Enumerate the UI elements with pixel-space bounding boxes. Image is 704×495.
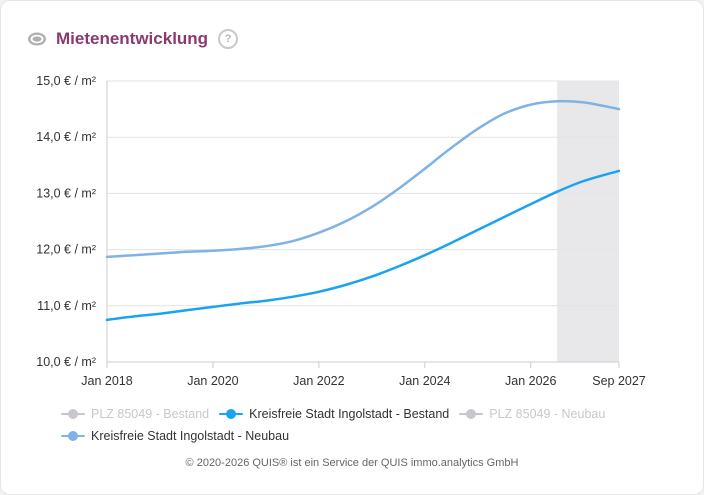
legend-item[interactable]: PLZ 85049 - Bestand (61, 407, 209, 421)
forecast-band (557, 81, 619, 362)
help-icon[interactable]: ? (218, 29, 239, 49)
series-line-kreisfreie-stadt-ingolstadt-bestand (105, 169, 621, 322)
legend-item[interactable]: Kreisfreie Stadt Ingolstadt - Neubau (61, 429, 289, 443)
y-tick-label: 13,0 € / m² (36, 186, 96, 200)
legend-label: PLZ 85049 - Bestand (91, 407, 210, 421)
x-tick-label: Sep 2027 (592, 374, 646, 388)
copyright-footer: © 2020-2026 QUIS® ist ein Service der QU… (185, 457, 519, 469)
legend-item[interactable]: PLZ 85049 - Neubau (459, 407, 605, 421)
coins-icon (28, 32, 46, 46)
legend-marker-icon (61, 430, 85, 442)
legend-marker-icon (219, 408, 244, 420)
legend-row: PLZ 85049 - Bestand Kreisfreie Stadt Ingo… (61, 403, 661, 425)
legend-item[interactable]: Kreisfreie Stadt Ingolstadt - Bestand (219, 407, 449, 421)
y-tick-label: 12,0 € / m² (36, 243, 96, 257)
x-tick-label: Jan 2026 (505, 374, 556, 388)
y-tick-label: 10,0 € / m² (36, 355, 96, 369)
x-tick-label: Jan 2018 (81, 374, 132, 388)
legend-row: Kreisfreie Stadt Ingolstadt - Neubau (61, 425, 661, 447)
legend-marker-icon (61, 408, 85, 420)
rent-line-chart: 10,0 € / m² 11,0 € / m² 12,0 € / m² 13,0 € … (36, 74, 646, 388)
legend-label: Kreisfreie Stadt Ingolstadt - Neubau (91, 429, 290, 443)
chart-legend: PLZ 85049 - Bestand Kreisfreie Stadt Ingo… (61, 403, 661, 447)
card-title: Mietenentwicklung (56, 29, 209, 48)
x-tick-label: Jan 2020 (187, 374, 238, 388)
x-tick-label: Jan 2022 (293, 374, 344, 388)
series-line-kreisfreie-stadt-ingolstadt-neubau (105, 99, 621, 259)
card-header: Mietenentwicklung ? (27, 26, 239, 52)
y-tick-label: 15,0 € / m² (36, 74, 96, 88)
x-tick-label: Jan 2024 (399, 374, 450, 388)
legend-label: Kreisfreie Stadt Ingolstadt - Bestand (249, 407, 450, 421)
y-tick-label: 11,0 € / m² (37, 299, 96, 313)
legend-label: PLZ 85049 - Neubau (489, 407, 606, 421)
y-tick-label: 14,0 € / m² (36, 130, 96, 144)
legend-marker-icon (459, 408, 484, 420)
